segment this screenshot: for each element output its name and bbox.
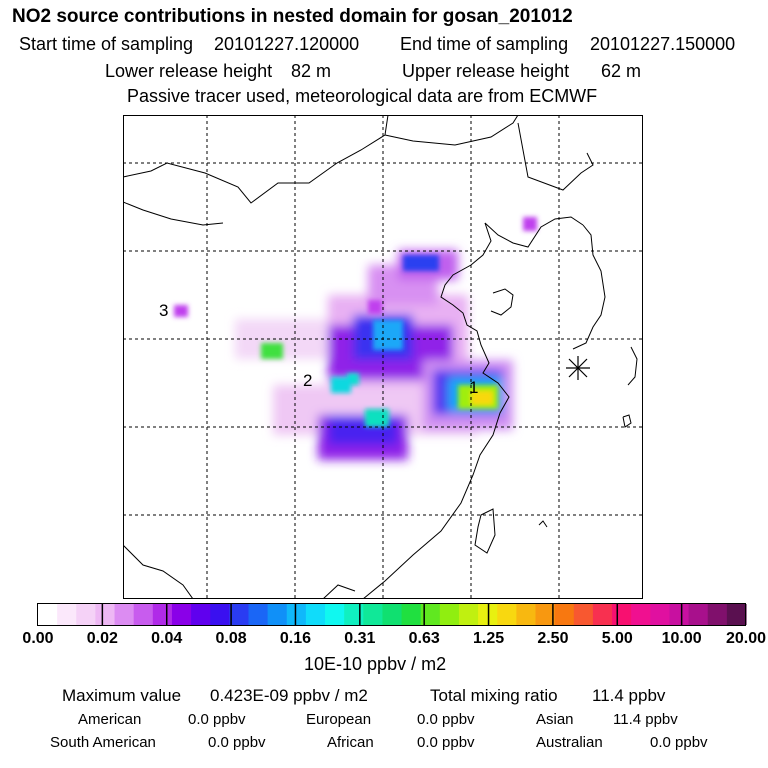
upper-height-label: Upper release height (402, 61, 570, 81)
upper-height-value: 62 m (601, 61, 642, 81)
total-mixing-label: Total mixing ratio (430, 686, 558, 705)
colorbar-cell (458, 604, 479, 625)
colorbar-cell (669, 604, 690, 625)
source-label-3: 3 (159, 301, 168, 320)
max-value-label: Maximum value (62, 686, 182, 705)
concentration-core (174, 217, 537, 427)
colorbar-cell (363, 604, 384, 625)
colorbar-cell (631, 604, 651, 625)
colorbar-tick-label: 20.00 (725, 630, 766, 647)
colorbar-cell (286, 604, 307, 625)
colorbar-cell (516, 604, 537, 625)
start-time-label: Start time of sampling (19, 34, 194, 54)
colorbar-cell (57, 604, 77, 625)
colorbar-cell (95, 604, 116, 625)
colorbar-cell (114, 604, 135, 625)
asterisk-icon (566, 356, 590, 380)
colorbar-tick-label: 10.00 (661, 630, 702, 647)
map-frame (123, 115, 643, 599)
colorbar-cell (707, 604, 728, 625)
colorbar-cell (726, 604, 747, 625)
region-name: Australian (536, 734, 603, 751)
region-name: American (78, 711, 142, 728)
region-name: European (306, 711, 372, 728)
colorbar-tick-label: 0.63 (408, 630, 440, 647)
lower-height-label: Lower release height (105, 61, 273, 81)
colorbar-cell (592, 604, 613, 625)
colorbar-tick-label: 0.08 (215, 630, 247, 647)
grid-lines (123, 115, 642, 598)
coastlines (123, 115, 638, 598)
region-name: African (327, 734, 374, 751)
region-value: 0.0 ppbv (188, 711, 246, 728)
colorbar-cell (401, 604, 422, 625)
source-label-1: 1 (469, 378, 478, 397)
max-value: 0.423E-09 ppbv / m2 (210, 686, 368, 705)
colorbar-cell (535, 604, 556, 625)
colorbar-tick-label: 5.00 (601, 630, 633, 647)
region-value: 0.0 ppbv (650, 734, 708, 751)
colorbar-cell (38, 604, 58, 625)
colorbar-cell (650, 604, 671, 625)
colorbar-tick-label: 0.02 (86, 630, 118, 647)
colorbar-tick-label: 2.50 (537, 630, 569, 647)
region-value: 0.0 ppbv (208, 734, 266, 751)
colorbar (37, 603, 747, 626)
start-time-value: 20101227.120000 (214, 34, 360, 54)
colorbar-cell (497, 604, 517, 625)
colorbar-cell (382, 604, 403, 625)
colorbar-cell (133, 604, 154, 625)
colorbar-cell (688, 604, 709, 625)
colorbar-cell (171, 604, 192, 625)
source-label-2: 2 (303, 371, 312, 390)
concentration-map: 3 2 1 (123, 115, 643, 599)
colorbar-tick-label: 0.00 (22, 630, 54, 647)
region-value: 11.4 ppbv (613, 711, 678, 728)
region-value: 0.0 ppbv (417, 734, 475, 751)
colorbar-cell (573, 604, 594, 625)
colorbar-cell (439, 604, 460, 625)
colorbar-cell (152, 604, 173, 625)
colorbar-cell (325, 604, 345, 625)
colorbar-tick-label: 0.04 (151, 630, 183, 647)
colorbar-tick-label: 0.31 (344, 630, 376, 647)
colorbar-cell (248, 604, 269, 625)
colorbar-tick-label: 1.25 (472, 630, 505, 647)
colorbar-cell (420, 604, 441, 625)
colorbar-cell (76, 604, 97, 625)
lower-height-value: 82 m (291, 61, 332, 81)
end-time-label: End time of sampling (400, 34, 569, 54)
colorbar-units: 10E-10 ppbv / m2 (304, 654, 447, 674)
region-value: 0.0 ppbv (417, 711, 475, 728)
end-time-value: 20101227.150000 (590, 34, 736, 54)
colorbar-cell (229, 604, 250, 625)
colorbar-cell (305, 604, 326, 625)
colorbar-cell (267, 604, 288, 625)
colorbar-cell (210, 604, 230, 625)
colorbar-cell (191, 604, 211, 625)
colorbar-tick-label: 0.16 (279, 630, 312, 647)
total-mixing-value: 11.4 ppbv (592, 686, 666, 705)
colorbar-cell (344, 604, 364, 625)
colorbar-cell (554, 604, 575, 625)
map-title: NO2 source contributions in nested domai… (12, 6, 573, 27)
tracer-note: Passive tracer used, meteorological data… (127, 86, 598, 106)
region-name: Asian (536, 711, 574, 728)
colorbar-cell (612, 604, 632, 625)
region-name: South American (50, 734, 156, 751)
